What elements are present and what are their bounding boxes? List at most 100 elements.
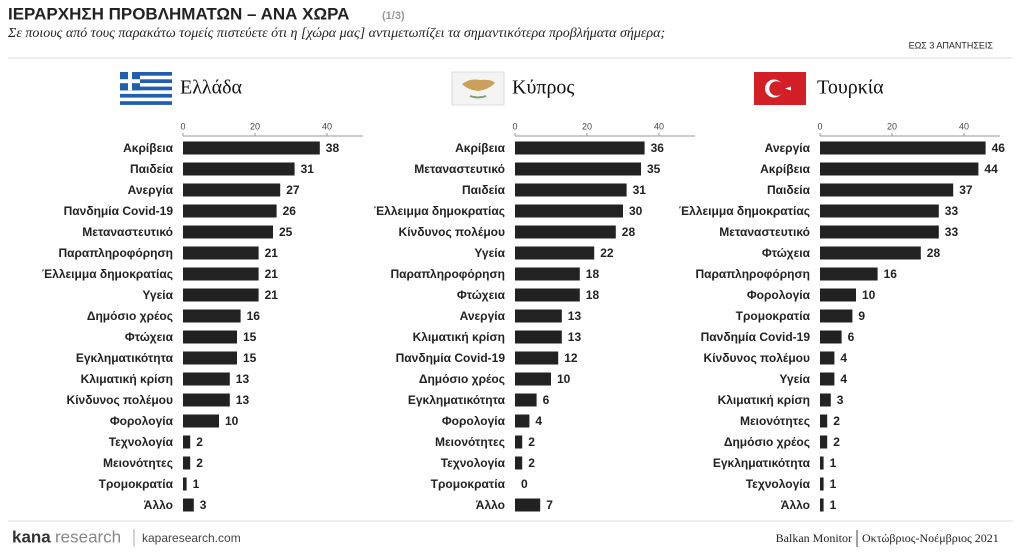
category-label: Τεχνολογία — [109, 435, 174, 449]
value-label: 1 — [830, 456, 837, 470]
category-label: Φορολογία — [747, 288, 811, 302]
x-tick-label: 40 — [654, 121, 664, 131]
bar — [183, 225, 273, 239]
category-label: Μειονότητες — [740, 414, 810, 428]
value-label: 38 — [326, 141, 340, 155]
bar — [183, 351, 237, 365]
value-label: 44 — [984, 162, 998, 176]
category-label: Ανεργία — [765, 141, 811, 155]
logo-a: kana — [12, 527, 51, 546]
value-label: 18 — [586, 267, 600, 281]
site: kaparesearch.com — [142, 531, 241, 545]
value-label: 3 — [200, 498, 207, 512]
category-label: Πανδημία Covid-19 — [64, 204, 174, 218]
value-label: 2 — [196, 456, 203, 470]
source: Balkan Monitor — [776, 531, 852, 545]
chart-title: Ελλάδα — [180, 77, 243, 99]
value-label: 33 — [945, 204, 959, 218]
bar — [820, 288, 856, 302]
value-label: 1 — [830, 498, 837, 512]
bar — [820, 183, 954, 197]
value-label: 15 — [243, 330, 257, 344]
x-tick-label: 0 — [180, 121, 185, 131]
bar — [820, 141, 986, 155]
value-label: 21 — [265, 288, 279, 302]
category-label: Ακρίβεια — [123, 141, 173, 155]
bar — [820, 267, 878, 281]
bar — [515, 267, 580, 281]
chart-title: Τουρκία — [817, 77, 884, 99]
flag-cyprus — [451, 71, 505, 106]
bar — [515, 246, 595, 260]
category-label: Ανεργία — [128, 183, 174, 197]
bar — [820, 351, 835, 365]
value-label: 1 — [193, 477, 200, 491]
category-label: Παιδεία — [462, 183, 506, 197]
value-label: 26 — [283, 204, 297, 218]
category-label: Δημόσιο χρέος — [87, 309, 173, 323]
bar — [515, 162, 641, 176]
category-label: Κλιματική κρίση — [413, 330, 505, 344]
category-label: Μεταναστευτικό — [414, 162, 505, 176]
value-label: 9 — [858, 309, 865, 323]
x-tick-label: 20 — [582, 121, 592, 131]
category-label: Έλλειμμα δημοκρατίας — [42, 267, 173, 281]
flag-turkey — [754, 72, 806, 105]
category-label: Έλλειμμα δημοκρατίας — [679, 204, 810, 218]
x-tick-label: 40 — [959, 121, 969, 131]
bar — [820, 414, 828, 428]
category-label: Δημόσιο χρέος — [419, 372, 505, 386]
x-tick-label: 40 — [322, 121, 332, 131]
value-label: 21 — [265, 267, 279, 281]
value-label: 2 — [833, 435, 840, 449]
bar — [183, 288, 259, 302]
bar — [820, 393, 831, 407]
bar — [515, 225, 616, 239]
category-label: Τρομοκρατία — [99, 477, 174, 491]
value-label: 10 — [225, 414, 239, 428]
category-label: Υγεία — [474, 246, 505, 260]
value-label: 25 — [279, 225, 293, 239]
value-label: 4 — [840, 372, 847, 386]
bar — [820, 309, 853, 323]
category-label: Τεχνολογία — [441, 456, 506, 470]
value-label: 10 — [557, 372, 571, 386]
bar — [183, 246, 259, 260]
category-label: Φτώχεια — [125, 330, 174, 344]
category-label: Έλλειμμα δημοκρατίας — [374, 204, 505, 218]
category-label: Υγεία — [779, 372, 810, 386]
bar — [515, 183, 627, 197]
category-label: Φτώχεια — [457, 288, 506, 302]
category-label: Υγεία — [142, 288, 173, 302]
bar — [515, 372, 551, 386]
flag-greece — [120, 72, 172, 105]
bar — [183, 204, 277, 218]
value-label: 21 — [265, 246, 279, 260]
category-label: Εγκληματικότητα — [713, 456, 811, 470]
bar — [183, 183, 281, 197]
bar — [183, 393, 230, 407]
category-label: Μειονότητες — [435, 435, 505, 449]
value-label: 0 — [521, 477, 528, 491]
category-label: Φτώχεια — [762, 246, 811, 260]
value-label: 2 — [528, 456, 535, 470]
bar — [183, 309, 241, 323]
category-label: Άλλο — [781, 498, 810, 512]
value-label: 46 — [992, 141, 1006, 155]
bar — [183, 456, 191, 470]
category-label: Τρομοκρατία — [736, 309, 811, 323]
bar — [820, 204, 939, 218]
value-label: 7 — [546, 498, 553, 512]
value-label: 33 — [945, 225, 959, 239]
value-label: 4 — [535, 414, 542, 428]
bar — [820, 477, 824, 491]
bar — [183, 330, 237, 344]
x-tick-label: 20 — [250, 121, 260, 131]
bar — [515, 141, 645, 155]
category-label: Ακρίβεια — [760, 162, 810, 176]
value-label: 27 — [286, 183, 300, 197]
bar — [515, 414, 530, 428]
category-label: Άλλο — [476, 498, 505, 512]
bar — [183, 141, 320, 155]
category-label: Ακρίβεια — [455, 141, 505, 155]
